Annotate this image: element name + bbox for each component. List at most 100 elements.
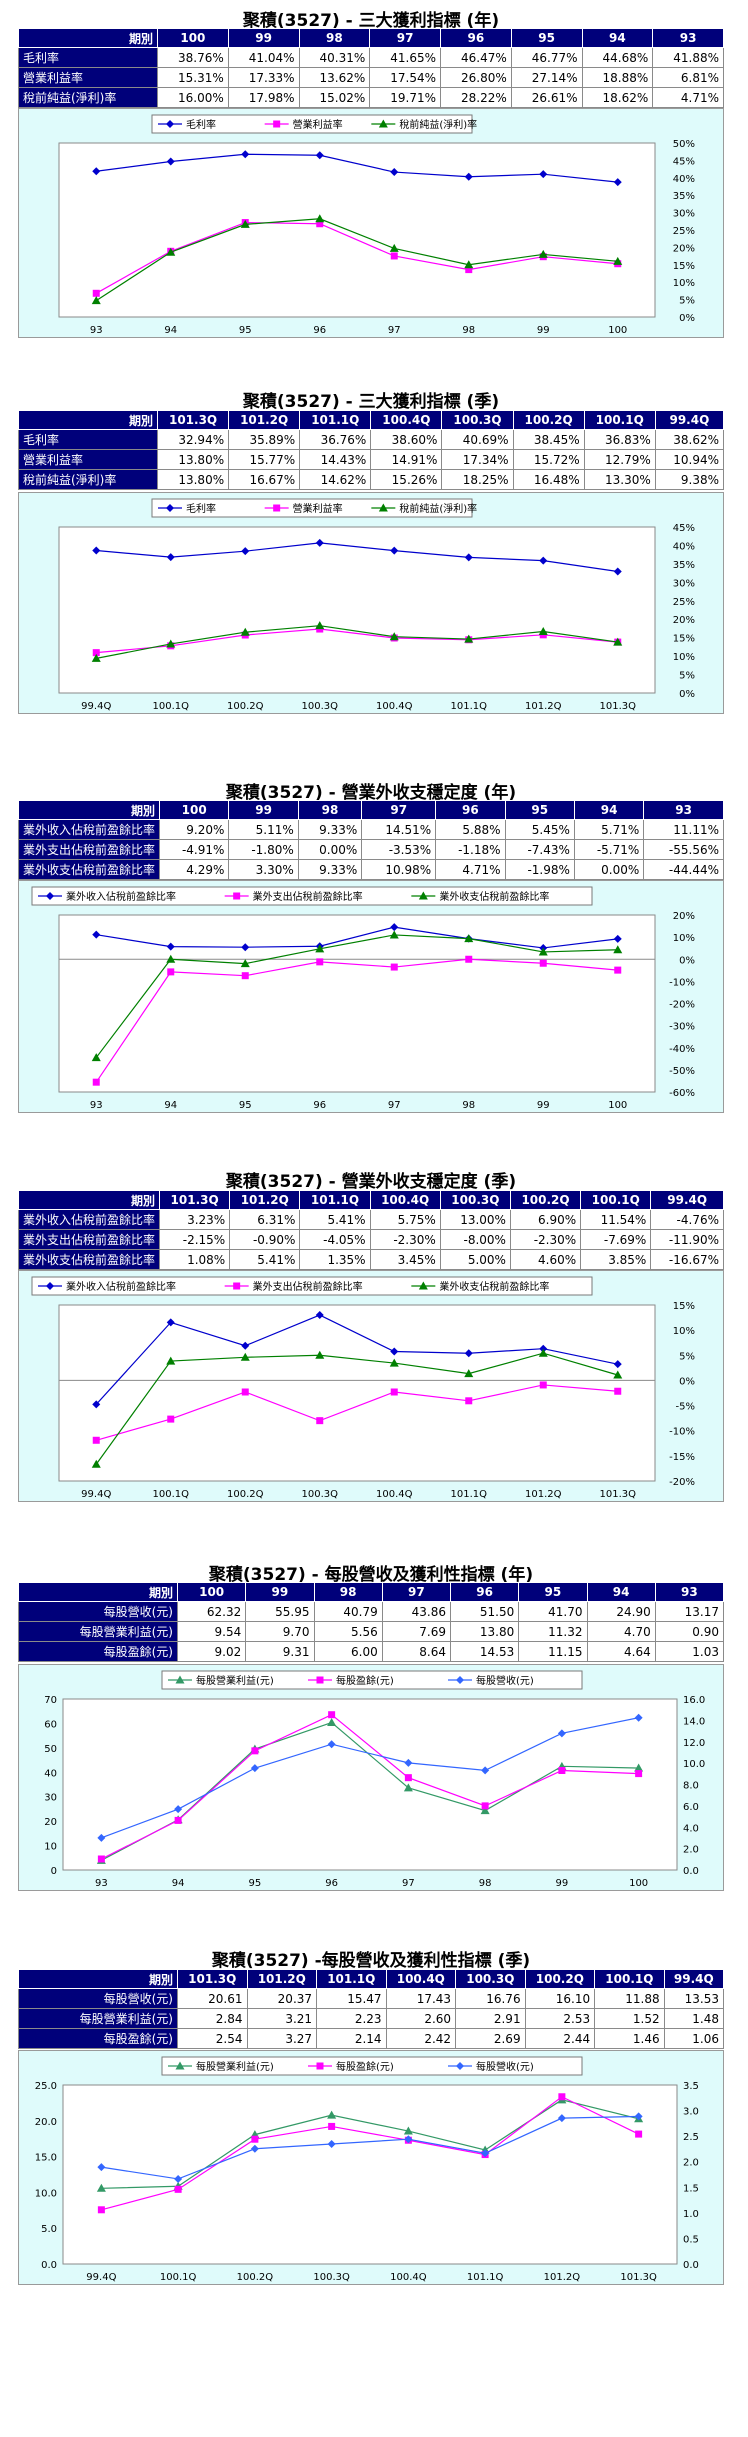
- table-cell: 46.77%: [510, 47, 583, 68]
- series-line: [96, 625, 618, 659]
- data-point: [390, 252, 398, 260]
- period-column-header: 100.2Q: [512, 410, 585, 430]
- table-cell: 11.54%: [580, 1209, 652, 1230]
- legend-marker: [273, 120, 281, 128]
- data-point: [614, 966, 622, 974]
- legend-label: 每股營收(元): [476, 2060, 534, 2073]
- x-tick-label: 99: [537, 325, 550, 336]
- data-point: [327, 2139, 336, 2148]
- table-cell: 1.06: [663, 2028, 725, 2049]
- y-right-tick-label: 14.0: [683, 1716, 705, 1727]
- table-cell: 9.31: [245, 1641, 315, 1662]
- series-line: [96, 628, 618, 654]
- table-cell: 1.35%: [299, 1249, 371, 1270]
- table-cell: 38.45%: [512, 429, 585, 450]
- table-cell: 2.84: [177, 2008, 248, 2029]
- data-point: [557, 1729, 566, 1738]
- table-cell: 3.45%: [369, 1249, 441, 1270]
- table-cell: 14.91%: [370, 449, 443, 470]
- data-point: [250, 1764, 259, 1773]
- period-column-header: 101.1Q: [299, 1190, 371, 1210]
- data-point: [539, 1381, 547, 1389]
- data-point: [634, 1713, 643, 1722]
- data-point: [92, 1078, 100, 1086]
- line-chart: 毛利率 營業利益率 稅前純益(淨利)率 0% 5% 10% 15% 20% 25% 30% 35% 4…: [58, 114, 695, 336]
- data-point: [91, 1459, 101, 1468]
- data-point: [481, 2149, 490, 2158]
- data-point: [464, 553, 473, 562]
- series-2: [97, 1711, 643, 1863]
- table-row: 業外支出佔稅前盈餘比率 -4.91% -1.80% 0.00% -3.53% -1.18%…: [17, 839, 724, 860]
- legend-marker: [175, 2061, 185, 2070]
- data-point: [240, 959, 250, 968]
- x-tick-label: 99.4Q: [86, 2272, 116, 2283]
- table-header-row: 期別 100 99 98 97 96 95 94 93: [18, 28, 724, 48]
- table-cell: 5.00%: [439, 1249, 511, 1270]
- table-header-row: 期別 100 99 98 97 96 95 94 93: [18, 1582, 725, 1602]
- period-column-header: 99.4Q: [654, 410, 725, 430]
- chart-area: 每股營業利益(元) 每股盈餘(元) 每股營收(元) 0.0 5.0 10.0 15.0 20.…: [18, 2050, 724, 2285]
- table-cell: 16.10: [524, 1988, 596, 2009]
- x-tick-label: 100.2Q: [227, 1489, 264, 1500]
- table-cell: 36.76%: [299, 429, 372, 450]
- row-label: 營業利益率: [18, 449, 158, 470]
- legend-marker: [273, 504, 281, 512]
- data-point: [240, 1352, 250, 1361]
- table-row: 每股營收(元) 62.32 55.95 40.79 43.86 51.50 41.70 24.…: [18, 1601, 725, 1622]
- series-3: [97, 1713, 643, 1842]
- data-point: [166, 954, 176, 963]
- data-point: [634, 1763, 644, 1772]
- y-right-tick-label: 1.5: [683, 2183, 699, 2194]
- table-cell: 51.50: [449, 1601, 520, 1622]
- x-tick-label: 97: [402, 1878, 415, 1889]
- y-tick-label: 15%: [673, 1301, 695, 1312]
- legend-box: [31, 1276, 593, 1296]
- period-column-header: 100.2Q: [509, 1190, 582, 1210]
- y-right-tick-label: 0.0: [683, 1866, 699, 1877]
- legend-box: [31, 886, 593, 906]
- data-point: [481, 1802, 489, 1810]
- legend-label: 稅前純益(淨利)率: [399, 502, 477, 515]
- table-cell: 16.76: [455, 1988, 526, 2009]
- data-point: [315, 1350, 325, 1359]
- x-tick-label: 95: [239, 1100, 252, 1111]
- period-column-header: 98: [297, 800, 363, 820]
- y-right-tick-label: 8.0: [683, 1781, 699, 1792]
- table-cell: 4.70: [586, 1621, 656, 1642]
- legend-marker: [233, 892, 241, 900]
- table-cell: 28.22%: [440, 87, 512, 108]
- series-3: [91, 621, 623, 662]
- y-left-tick-label: 50: [44, 1744, 57, 1755]
- data-point: [538, 947, 548, 956]
- table-cell: 4.60%: [509, 1249, 582, 1270]
- y-tick-label: -30%: [669, 1022, 695, 1033]
- data-point: [315, 1311, 324, 1320]
- series-2: [92, 955, 622, 1086]
- period-column-header: 101.3Q: [177, 1969, 248, 1989]
- table-cell: 8.64: [381, 1641, 452, 1662]
- legend-marker: [166, 120, 174, 128]
- series-3: [91, 930, 623, 1062]
- table-row: 每股營業利益(元) 2.84 3.21 2.23 2.60 2.91 2.53 1.52 1.4…: [18, 2008, 725, 2029]
- table-cell: 13.30%: [583, 469, 656, 490]
- table-header-row: 期別 101.3Q 101.2Q 101.1Q 100.4Q 100.3Q 100.2Q 10…: [18, 1969, 725, 1989]
- y-tick-label: 10%: [673, 933, 695, 944]
- table-header-row: 期別 101.3Q 101.2Q 101.1Q 100.4Q 100.3Q 100.2Q 10…: [17, 1190, 724, 1210]
- data-point: [251, 2135, 259, 2143]
- table-cell: 1.46: [594, 2028, 665, 2049]
- data-point: [241, 972, 249, 980]
- y-left-tick-label: 10: [44, 1842, 57, 1853]
- table-cell: 9.54: [176, 1621, 247, 1642]
- legend: 毛利率 營業利益率 稅前純益(淨利)率: [151, 114, 477, 134]
- table-cell: 38.62%: [654, 429, 725, 450]
- row-label: 每股營收(元): [18, 1988, 178, 2009]
- table-cell: 40.69%: [441, 429, 514, 450]
- metrics-table: 期別 100 99 98 97 96 95 94 93 業外收入佔稅前盈餘比率 9.20% 5.11%…: [17, 800, 724, 880]
- data-point: [390, 168, 399, 177]
- y-right-tick-label: 2.0: [683, 2158, 699, 2169]
- legend-label: 業外收支佔稅前盈餘比率: [439, 890, 549, 903]
- table-cell: 2.69: [455, 2028, 526, 2049]
- y-right-tick-label: 2.5: [683, 2132, 699, 2143]
- table-cell: 17.33%: [227, 67, 300, 88]
- table-cell: 24.90: [586, 1601, 656, 1622]
